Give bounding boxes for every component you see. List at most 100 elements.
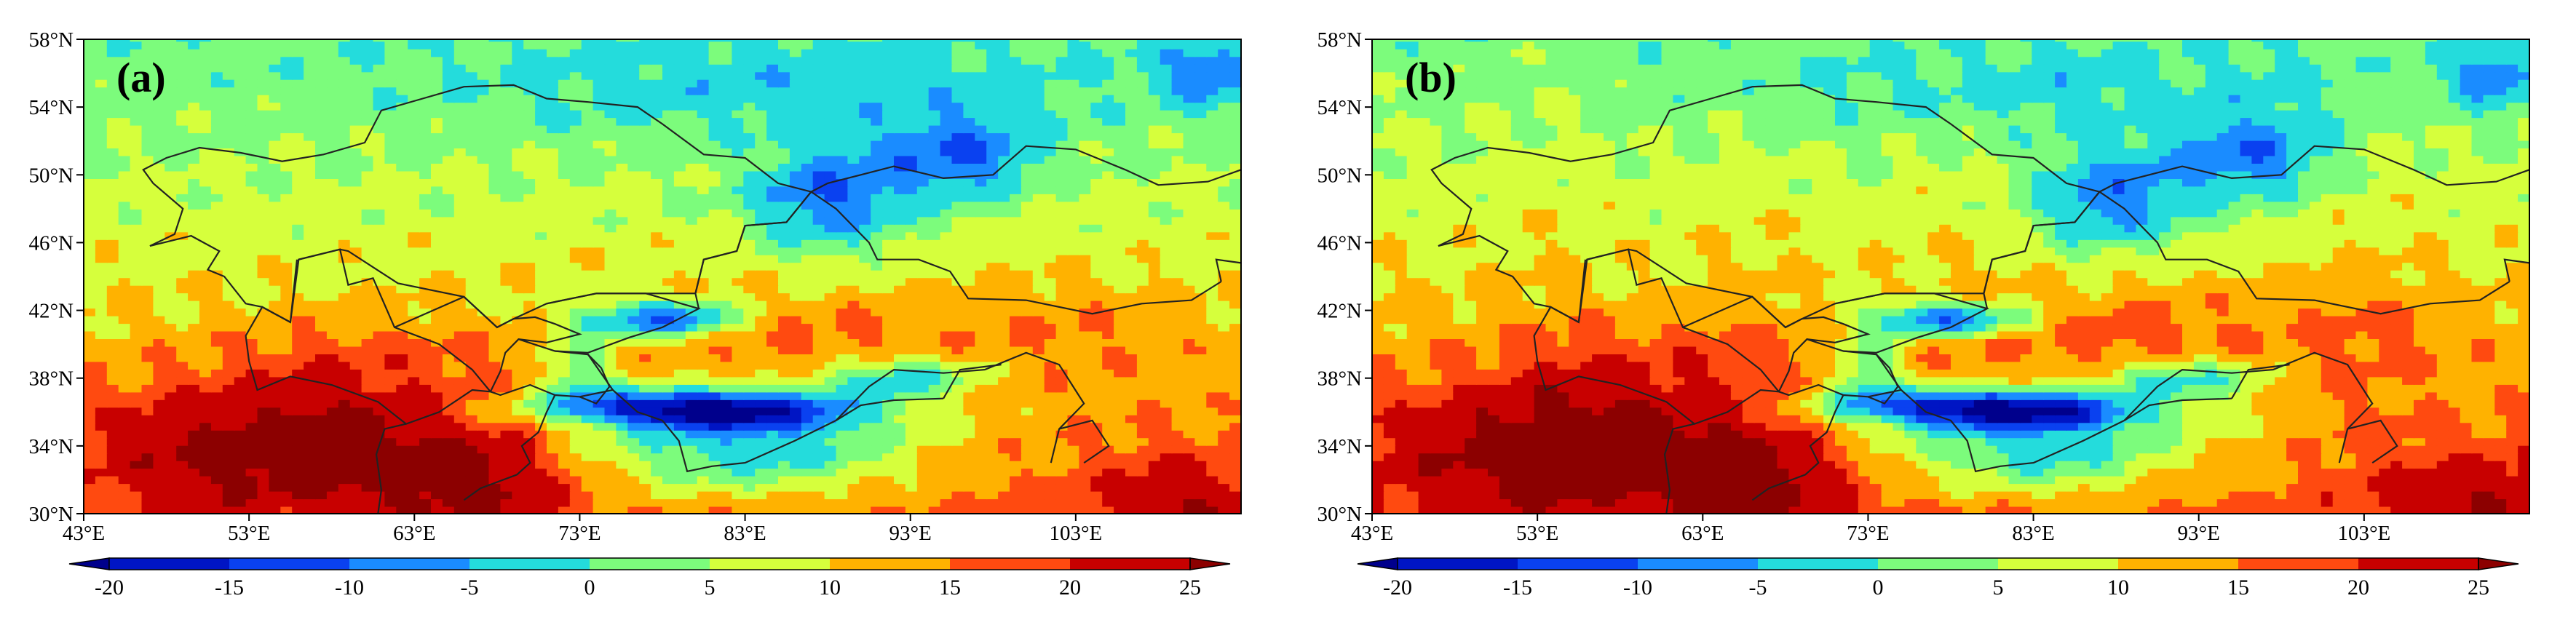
- field-cell: [894, 346, 906, 354]
- field-cell: [616, 170, 629, 179]
- field-cell: [419, 468, 432, 477]
- field-cell: [963, 269, 976, 279]
- field-cell: [1206, 498, 1219, 507]
- field-cell: [349, 391, 362, 400]
- field-cell: [1010, 254, 1022, 263]
- field-cell: [222, 475, 235, 485]
- field-cell: [998, 429, 1010, 439]
- field-cell: [338, 208, 351, 218]
- field-cell: [1206, 338, 1219, 347]
- field-cell: [894, 284, 906, 294]
- field-cell: [512, 163, 525, 172]
- field-cell: [604, 353, 617, 362]
- field-cell: [315, 490, 328, 500]
- field-cell: [257, 284, 270, 294]
- field-cell: [338, 178, 351, 187]
- field-cell: [871, 223, 884, 233]
- field-cell: [547, 407, 559, 415]
- field-cell: [257, 277, 270, 286]
- field-cell: [384, 201, 397, 210]
- field-cell: [986, 269, 999, 279]
- field-cell: [280, 453, 293, 461]
- field-cell: [1021, 468, 1034, 477]
- field-cell: [396, 383, 409, 393]
- field-cell: [1021, 453, 1034, 461]
- field-cell: [905, 132, 918, 141]
- field-cell: [986, 338, 999, 347]
- field-cell: [963, 262, 976, 271]
- field-cell: [905, 269, 918, 279]
- field-cell: [1044, 383, 1057, 393]
- field-cell: [222, 429, 235, 439]
- field-cell: [384, 193, 397, 202]
- field-cell: [118, 323, 131, 332]
- field-cell: [847, 407, 860, 415]
- field-cell: [106, 453, 119, 461]
- field-cell: [743, 148, 756, 156]
- field-cell: [593, 338, 606, 347]
- field-cell: [755, 284, 768, 294]
- field-cell: [292, 383, 305, 393]
- field-cell: [453, 178, 467, 187]
- field-cell: [1218, 475, 1231, 485]
- field-cell: [523, 414, 536, 423]
- field-cell: [951, 376, 964, 385]
- field-cell: [257, 338, 270, 347]
- field-cell: [419, 231, 432, 240]
- field-cell: [188, 132, 200, 141]
- field-cell: [130, 262, 143, 271]
- field-cell: [755, 346, 768, 354]
- field-cell: [963, 308, 976, 317]
- field-cell: [118, 453, 131, 461]
- field-cell: [732, 186, 745, 194]
- field-cell: [871, 368, 884, 378]
- field-cell: [1055, 216, 1069, 225]
- field-cell: [1160, 429, 1173, 439]
- field-cell: [755, 414, 768, 423]
- field-cell: [210, 453, 223, 461]
- field-cell: [188, 376, 200, 385]
- field-cell: [326, 330, 339, 339]
- field-cell: [697, 155, 710, 164]
- field-cell: [199, 308, 212, 317]
- field-cell: [373, 254, 386, 263]
- field-cell: [269, 414, 282, 423]
- field-cell: [766, 498, 779, 507]
- field-cell: [165, 216, 178, 225]
- field-cell: [1032, 391, 1045, 400]
- field-cell: [651, 284, 663, 294]
- field-cell: [1206, 506, 1219, 514]
- field-cell: [245, 407, 258, 415]
- field-cell: [558, 429, 571, 439]
- field-cell: [882, 178, 895, 187]
- field-cell: [141, 216, 154, 225]
- field-cell: [951, 475, 964, 485]
- field-cell: [662, 330, 675, 339]
- field-cell: [1148, 399, 1161, 408]
- field-cell: [361, 490, 374, 500]
- field-cell: [106, 391, 119, 400]
- field-cell: [523, 239, 536, 248]
- field-cell: [940, 262, 953, 271]
- field-cell: [708, 437, 721, 446]
- field-cell: [106, 208, 119, 218]
- field-cell: [84, 254, 96, 263]
- field-cell: [859, 330, 872, 339]
- field-cell: [84, 178, 96, 187]
- field-cell: [547, 399, 559, 408]
- field-cell: [488, 429, 502, 439]
- field-cell: [477, 429, 490, 439]
- field-cell: [141, 414, 154, 423]
- field-cell: [708, 353, 721, 362]
- field-cell: [789, 460, 802, 469]
- field-cell: [662, 460, 675, 469]
- field-cell: [720, 407, 733, 415]
- field-cell: [315, 475, 328, 485]
- field-cell: [326, 254, 339, 263]
- field-cell: [188, 483, 200, 492]
- field-cell: [500, 353, 513, 362]
- field-cell: [1160, 453, 1173, 461]
- field-cell: [859, 368, 872, 378]
- field-cell: [836, 178, 849, 187]
- field-cell: [743, 460, 756, 469]
